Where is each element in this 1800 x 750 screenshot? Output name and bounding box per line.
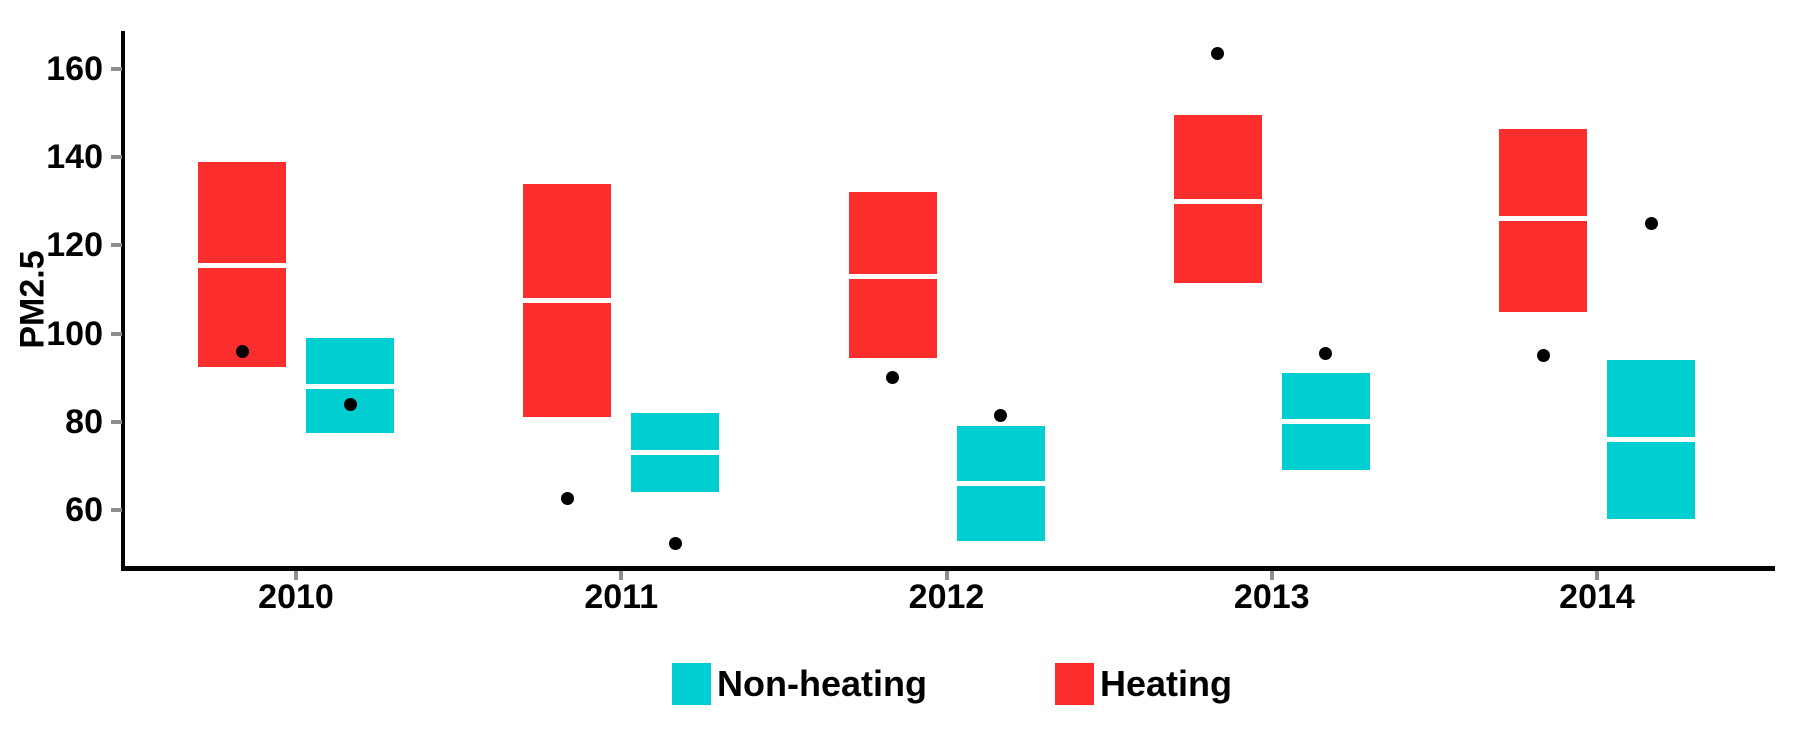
x-tick-label-2012: 2012 [908, 578, 985, 616]
x-tick [1595, 571, 1599, 580]
data-point-non-heating-2014 [1644, 216, 1658, 230]
median-line-heating-2013 [1173, 198, 1262, 204]
median-line-non-heating-2011 [631, 450, 720, 456]
median-line-heating-2011 [523, 298, 612, 304]
x-tick [944, 571, 949, 580]
data-point-heating-2012 [886, 371, 899, 385]
data-point-heating-2014 [1536, 349, 1550, 363]
box-heating-2010 [198, 161, 286, 367]
median-line-heating-2014 [1499, 216, 1587, 222]
data-point-heating-2013 [1211, 47, 1225, 61]
legend-label-non-heating: Non-heating [717, 663, 927, 704]
data-point-non-heating-2010 [343, 397, 357, 411]
box-non-heating-2014 [1607, 360, 1695, 519]
y-tick-label: 60 [65, 491, 103, 529]
legend-swatch-heating [1054, 663, 1094, 705]
y-tick-label: 80 [65, 402, 103, 441]
data-point-heating-2010 [235, 344, 249, 358]
y-tick [111, 419, 122, 424]
median-line-non-heating-2012 [956, 481, 1045, 487]
y-tick-label: 100 [46, 314, 103, 353]
median-line-non-heating-2013 [1281, 419, 1370, 425]
data-point-non-heating-2011 [668, 536, 682, 550]
legend: Non-heating Heating [672, 663, 1232, 705]
data-point-non-heating-2012 [994, 408, 1007, 422]
x-tick-label-2011: 2011 [584, 578, 659, 616]
y-tick-label: 140 [46, 138, 103, 177]
box-non-heating-2012 [956, 426, 1045, 541]
box-heating-2011 [523, 183, 612, 418]
median-line-heating-2012 [848, 273, 937, 279]
data-point-heating-2011 [560, 492, 574, 506]
x-tick [294, 571, 298, 580]
x-tick [1269, 571, 1274, 580]
x-tick-label-2013: 2013 [1233, 578, 1310, 616]
y-axis-line [121, 31, 125, 570]
box-non-heating-2013 [1281, 373, 1370, 471]
median-line-non-heating-2014 [1607, 436, 1695, 442]
y-tick [111, 155, 122, 160]
median-line-heating-2010 [198, 262, 286, 268]
median-line-non-heating-2010 [306, 384, 394, 389]
y-tick-label: 160 [46, 50, 103, 88]
x-tick-label-2014: 2014 [1559, 578, 1635, 616]
data-point-non-heating-2013 [1319, 346, 1333, 360]
box-heating-2012 [848, 192, 937, 358]
legend-item-heating: Heating [1054, 663, 1232, 705]
box-non-heating-2011 [631, 412, 720, 493]
x-tick [619, 571, 624, 580]
y-tick [111, 67, 122, 71]
y-tick [111, 243, 122, 248]
y-tick-label: 120 [46, 226, 103, 265]
legend-label-heating: Heating [1099, 663, 1232, 704]
y-tick [111, 331, 122, 336]
box-heating-2013 [1173, 115, 1262, 283]
x-axis-line [121, 566, 1775, 571]
x-tick-label-2010: 2010 [258, 578, 334, 616]
legend-item-non-heating: Non-heating [672, 663, 927, 705]
y-tick [111, 508, 122, 512]
legend-swatch-non-heating [672, 663, 711, 705]
box-heating-2014 [1499, 128, 1587, 312]
box-non-heating-2010 [306, 338, 394, 433]
